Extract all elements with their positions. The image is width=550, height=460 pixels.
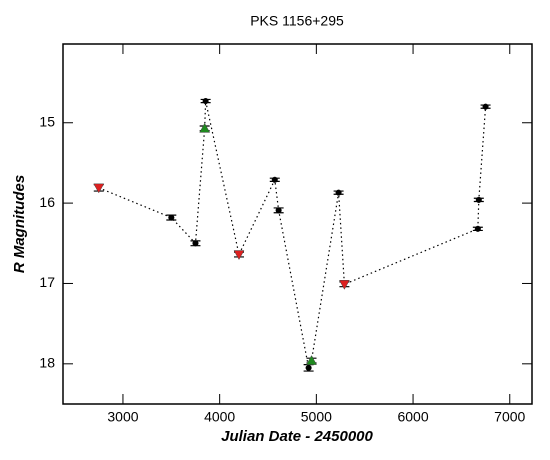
- data-line: [98, 100, 487, 370]
- data-point: [168, 214, 175, 221]
- x-axis-label: Julian Date - 2450000: [221, 428, 373, 445]
- data-point: [475, 196, 482, 203]
- data-point: [93, 183, 105, 194]
- data-point: [338, 280, 350, 290]
- y-tick-label: 17: [39, 274, 55, 290]
- plot-frame: [62, 43, 533, 405]
- x-tick-label: 7000: [494, 409, 525, 425]
- data-point: [474, 225, 481, 232]
- data-point: [275, 207, 282, 214]
- y-axis-label: R Magnitudes: [11, 175, 28, 273]
- data-point: [482, 103, 489, 110]
- data-point: [192, 240, 199, 247]
- x-tick-label: 3000: [107, 409, 138, 425]
- data-point: [271, 176, 278, 183]
- x-tick-label: 6000: [397, 409, 428, 425]
- x-tick-label: 5000: [301, 409, 332, 425]
- chart-title: PKS 1156+295: [250, 13, 344, 29]
- data-point: [306, 355, 317, 365]
- data-point: [305, 364, 312, 371]
- x-tick-label: 4000: [204, 409, 235, 425]
- y-tick-label: 18: [39, 355, 55, 371]
- y-tick-label: 15: [39, 113, 55, 129]
- data-point: [233, 250, 245, 261]
- data-point: [199, 122, 211, 133]
- data-point: [335, 189, 342, 196]
- y-tick-label: 16: [39, 194, 55, 210]
- data-point: [202, 98, 209, 105]
